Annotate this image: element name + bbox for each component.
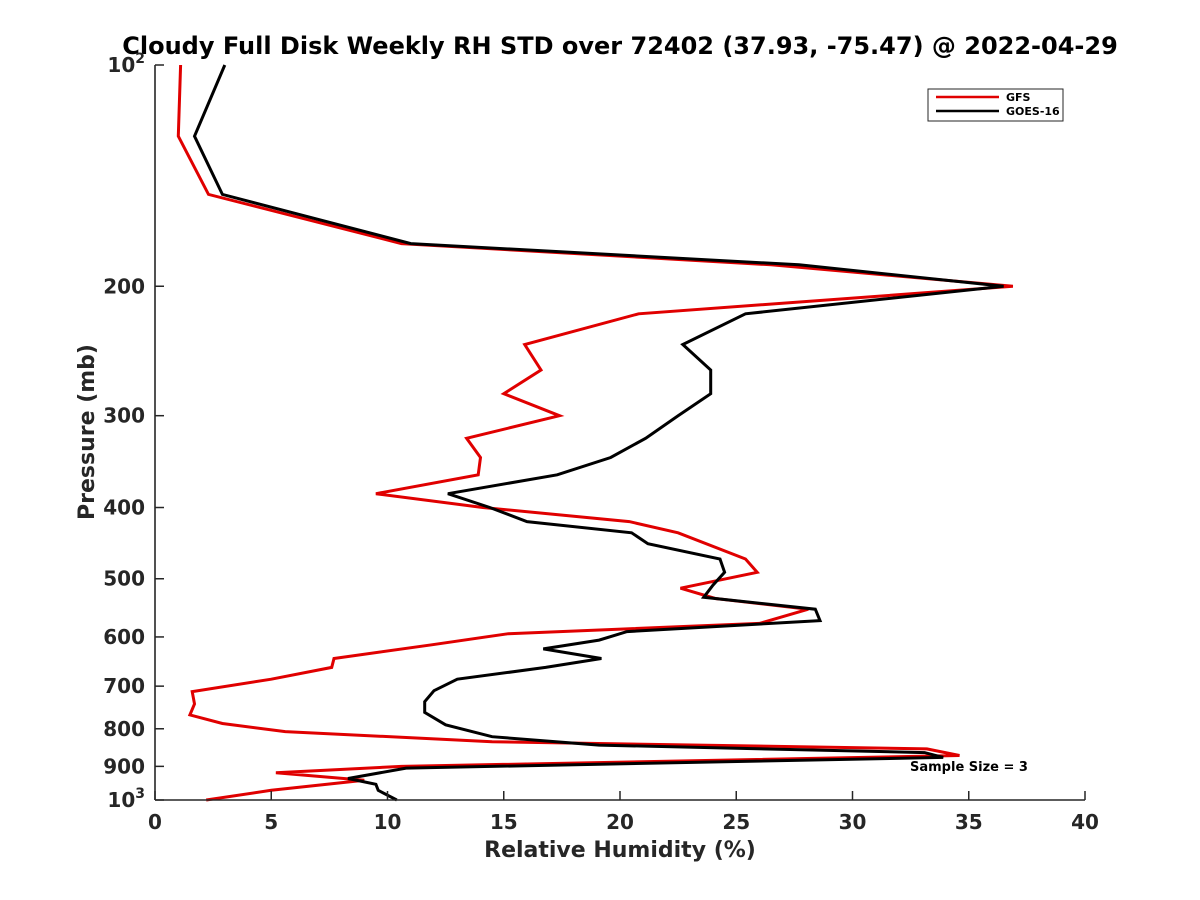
x-tick-label: 35 (955, 810, 983, 834)
y-axis-ticks: 102 200 300 400 500 600 700 800 900 103 (103, 51, 164, 812)
series-line-goes-16 (192, 64, 1004, 802)
legend: GFS GOES-16 (927, 88, 1064, 122)
legend-label-gfs: GFS (1006, 91, 1031, 104)
y-tick-label: 200 (103, 274, 145, 298)
x-tick-label: 0 (148, 810, 162, 834)
x-tick-label: 15 (490, 810, 518, 834)
x-tick-label: 30 (839, 810, 867, 834)
x-axis-ticks: 0 5 10 15 20 25 30 35 40 (148, 791, 1099, 834)
x-tick-label: 25 (722, 810, 750, 834)
y-tick-label: 103 (107, 786, 145, 812)
chart-title: Cloudy Full Disk Weekly RH STD over 7240… (122, 32, 1118, 60)
y-tick-label: 600 (103, 625, 145, 649)
y-tick-label: 400 (103, 496, 145, 520)
x-axis-label: Relative Humidity (%) (484, 838, 756, 863)
x-tick-label: 40 (1071, 810, 1099, 834)
y-tick-label: 102 (107, 51, 145, 77)
y-tick-label: 500 (103, 567, 145, 591)
y-tick-label: 700 (103, 674, 145, 698)
legend-box (927, 88, 1064, 122)
legend-label-goes: GOES-16 (1006, 105, 1060, 118)
sample-size-annotation: Sample Size = 3 (910, 760, 1028, 775)
x-tick-label: 20 (606, 810, 634, 834)
x-tick-label: 5 (264, 810, 278, 834)
series-layer (176, 64, 1014, 802)
x-tick-label: 10 (374, 810, 402, 834)
y-tick-label: 800 (103, 717, 145, 741)
y-tick-label: 900 (103, 754, 145, 778)
y-axis-label: Pressure (mb) (75, 344, 100, 520)
y-tick-label: 300 (103, 404, 145, 428)
